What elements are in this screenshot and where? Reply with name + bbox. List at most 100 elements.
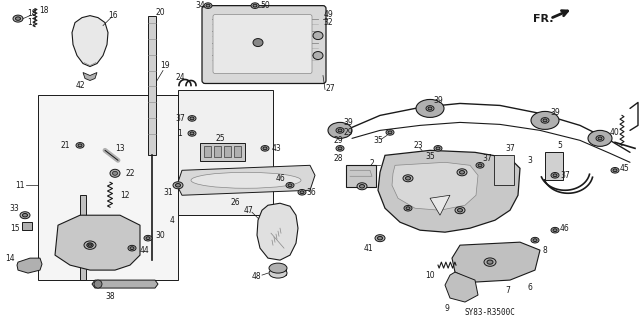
Ellipse shape — [476, 162, 484, 168]
Ellipse shape — [144, 235, 152, 241]
Ellipse shape — [588, 130, 612, 146]
Text: 2: 2 — [370, 159, 374, 168]
Text: 17: 17 — [27, 18, 37, 27]
Text: 19: 19 — [160, 61, 170, 70]
Ellipse shape — [406, 207, 410, 210]
Text: 27: 27 — [325, 84, 335, 93]
Bar — [494, 155, 514, 185]
Ellipse shape — [173, 182, 183, 189]
Ellipse shape — [300, 191, 304, 194]
Text: 23: 23 — [413, 141, 423, 150]
Text: 30: 30 — [155, 231, 165, 240]
Ellipse shape — [175, 183, 180, 187]
Ellipse shape — [87, 243, 93, 247]
Polygon shape — [392, 162, 478, 210]
Ellipse shape — [263, 147, 267, 150]
Ellipse shape — [531, 111, 559, 130]
Ellipse shape — [206, 4, 210, 7]
Ellipse shape — [404, 205, 412, 211]
Polygon shape — [83, 72, 97, 80]
Text: 37: 37 — [505, 144, 515, 153]
Text: 49: 49 — [323, 10, 333, 19]
Polygon shape — [445, 272, 478, 302]
Ellipse shape — [15, 17, 20, 20]
Text: 44: 44 — [140, 246, 150, 255]
Text: 22: 22 — [125, 169, 135, 178]
Ellipse shape — [436, 147, 440, 150]
Text: 26: 26 — [230, 198, 240, 207]
Ellipse shape — [188, 130, 196, 136]
Ellipse shape — [541, 118, 549, 123]
Ellipse shape — [253, 4, 257, 7]
Text: 43: 43 — [271, 144, 281, 153]
Bar — [234, 146, 241, 157]
Ellipse shape — [487, 260, 493, 264]
Ellipse shape — [204, 3, 212, 8]
Bar — [148, 16, 156, 155]
Text: 14: 14 — [5, 254, 15, 263]
Ellipse shape — [269, 263, 287, 273]
Text: 37: 37 — [175, 114, 185, 123]
Ellipse shape — [455, 207, 465, 214]
Text: 45: 45 — [620, 164, 630, 173]
Ellipse shape — [460, 171, 465, 174]
Polygon shape — [92, 280, 158, 288]
Ellipse shape — [336, 145, 344, 151]
Ellipse shape — [110, 169, 120, 177]
Ellipse shape — [378, 236, 383, 240]
Ellipse shape — [598, 137, 602, 140]
Bar — [214, 146, 221, 157]
Ellipse shape — [288, 184, 292, 187]
Bar — [224, 146, 231, 157]
Text: 25: 25 — [215, 134, 225, 143]
Ellipse shape — [188, 115, 196, 121]
Text: SY83-R3500C: SY83-R3500C — [465, 308, 515, 316]
Ellipse shape — [375, 235, 385, 242]
Ellipse shape — [113, 171, 118, 175]
Ellipse shape — [416, 100, 444, 117]
Text: 39: 39 — [550, 108, 560, 117]
Polygon shape — [55, 215, 140, 270]
Ellipse shape — [191, 172, 301, 188]
Ellipse shape — [13, 15, 23, 22]
Text: 5: 5 — [557, 141, 563, 150]
Ellipse shape — [22, 213, 28, 217]
Ellipse shape — [357, 183, 367, 190]
Text: 47: 47 — [243, 206, 253, 215]
Ellipse shape — [434, 145, 442, 151]
Ellipse shape — [553, 229, 557, 232]
Text: 4: 4 — [170, 216, 175, 225]
Ellipse shape — [338, 147, 342, 150]
Ellipse shape — [338, 129, 342, 132]
Ellipse shape — [251, 3, 259, 8]
Text: 39: 39 — [343, 118, 353, 127]
Polygon shape — [17, 258, 42, 273]
Text: 29: 29 — [333, 136, 343, 145]
Ellipse shape — [406, 176, 410, 180]
Text: 40: 40 — [609, 128, 619, 137]
Text: 10: 10 — [425, 271, 435, 279]
Text: 46: 46 — [276, 174, 286, 183]
Ellipse shape — [94, 280, 102, 288]
Text: 13: 13 — [115, 144, 125, 153]
Ellipse shape — [286, 182, 294, 188]
FancyBboxPatch shape — [202, 6, 326, 84]
Text: 24: 24 — [175, 73, 185, 82]
Ellipse shape — [611, 167, 619, 173]
Ellipse shape — [20, 212, 30, 219]
Text: 32: 32 — [323, 18, 333, 27]
Text: 46: 46 — [560, 224, 570, 233]
Bar — [204, 146, 211, 157]
Ellipse shape — [269, 268, 287, 278]
Ellipse shape — [313, 32, 323, 40]
Ellipse shape — [478, 164, 482, 167]
Ellipse shape — [543, 119, 547, 122]
Ellipse shape — [328, 122, 352, 138]
Text: 29: 29 — [343, 128, 353, 137]
Ellipse shape — [457, 169, 467, 176]
Ellipse shape — [190, 117, 194, 120]
Text: 33: 33 — [9, 204, 19, 213]
Ellipse shape — [336, 128, 344, 133]
Ellipse shape — [553, 174, 557, 177]
Text: 50: 50 — [260, 1, 270, 10]
